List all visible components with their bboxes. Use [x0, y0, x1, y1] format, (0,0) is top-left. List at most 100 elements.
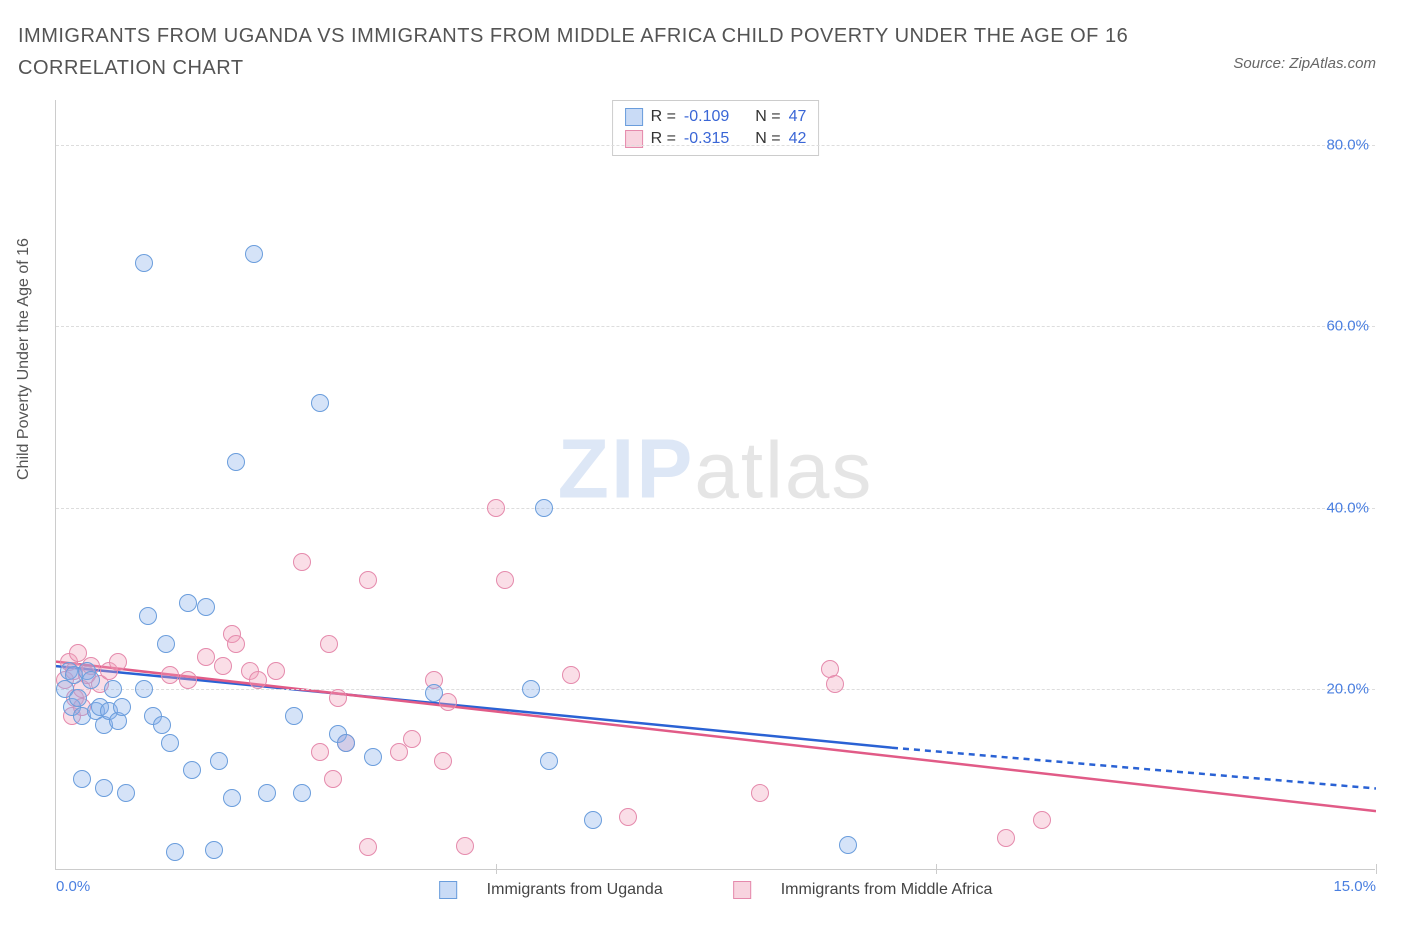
- data-point: [535, 499, 553, 517]
- data-point: [205, 841, 223, 859]
- y-tick-label: 40.0%: [1326, 499, 1369, 516]
- data-point: [359, 838, 377, 856]
- data-point: [324, 770, 342, 788]
- data-point: [390, 743, 408, 761]
- x-tick-mark: [1376, 864, 1377, 874]
- data-point: [95, 779, 113, 797]
- data-point: [179, 671, 197, 689]
- data-point: [210, 752, 228, 770]
- data-point: [179, 594, 197, 612]
- data-point: [403, 730, 421, 748]
- data-point: [135, 254, 153, 272]
- y-tick-label: 80.0%: [1326, 137, 1369, 154]
- n-label: N =: [755, 128, 780, 150]
- data-point: [364, 748, 382, 766]
- data-point: [135, 680, 153, 698]
- data-point: [359, 571, 377, 589]
- n-label: N =: [755, 106, 780, 128]
- data-point: [1033, 811, 1051, 829]
- data-point: [522, 680, 540, 698]
- data-point: [329, 689, 347, 707]
- data-point: [197, 648, 215, 666]
- series-legend: Immigrants from Uganda Immigrants from M…: [439, 881, 993, 899]
- x-tick-label: 15.0%: [1333, 878, 1376, 895]
- data-point: [293, 784, 311, 802]
- n-value-midafrica: 42: [789, 128, 807, 150]
- r-label: R =: [651, 106, 676, 128]
- data-point: [117, 784, 135, 802]
- data-point: [487, 499, 505, 517]
- data-point: [161, 666, 179, 684]
- chart-title: IMMIGRANTS FROM UGANDA VS IMMIGRANTS FRO…: [18, 20, 1138, 84]
- data-point: [997, 829, 1015, 847]
- stats-row-midafrica: R = -0.315 N = 42: [625, 128, 807, 150]
- data-point: [267, 662, 285, 680]
- r-value-midafrica: -0.315: [684, 128, 729, 150]
- data-point: [139, 607, 157, 625]
- watermark-light: atlas: [694, 426, 873, 515]
- y-axis-label: Child Poverty Under the Age of 16: [15, 238, 33, 480]
- data-point: [311, 394, 329, 412]
- data-point: [249, 671, 267, 689]
- gridline: [56, 145, 1375, 146]
- stats-row-uganda: R = -0.109 N = 47: [625, 106, 807, 128]
- data-point: [157, 635, 175, 653]
- data-point: [826, 675, 844, 693]
- data-point: [69, 689, 87, 707]
- data-point: [166, 843, 184, 861]
- watermark-bold: ZIP: [558, 422, 695, 516]
- data-point: [223, 789, 241, 807]
- source-attribution: Source: ZipAtlas.com: [1233, 55, 1376, 72]
- series-b-label: Immigrants from Middle Africa: [781, 881, 993, 899]
- r-value-uganda: -0.109: [684, 106, 729, 128]
- data-point: [109, 653, 127, 671]
- swatch-midafrica: [733, 881, 751, 899]
- swatch-uganda: [625, 108, 643, 126]
- x-tick-label: 0.0%: [56, 878, 90, 895]
- data-point: [751, 784, 769, 802]
- r-label: R =: [651, 128, 676, 150]
- data-point: [113, 698, 131, 716]
- trend-lines: [56, 100, 1376, 870]
- data-point: [73, 770, 91, 788]
- data-point: [337, 734, 355, 752]
- data-point: [293, 553, 311, 571]
- data-point: [562, 666, 580, 684]
- data-point: [285, 707, 303, 725]
- data-point: [839, 836, 857, 854]
- data-point: [153, 716, 171, 734]
- swatch-uganda: [439, 881, 457, 899]
- data-point: [227, 635, 245, 653]
- source-label: Source:: [1233, 55, 1285, 72]
- series-a-label: Immigrants from Uganda: [487, 881, 663, 899]
- gridline: [56, 508, 1375, 509]
- data-point: [227, 453, 245, 471]
- data-point: [425, 684, 443, 702]
- data-point: [434, 752, 452, 770]
- data-point: [161, 734, 179, 752]
- scatter-plot-area: ZIPatlas R = -0.109 N = 47 R = -0.315 N …: [55, 100, 1375, 870]
- x-tick-mark: [936, 864, 937, 874]
- source-name: ZipAtlas.com: [1289, 55, 1376, 72]
- data-point: [540, 752, 558, 770]
- data-point: [320, 635, 338, 653]
- y-tick-label: 20.0%: [1326, 680, 1369, 697]
- data-point: [197, 598, 215, 616]
- y-tick-label: 60.0%: [1326, 318, 1369, 335]
- data-point: [82, 671, 100, 689]
- data-point: [104, 680, 122, 698]
- x-tick-mark: [496, 864, 497, 874]
- data-point: [183, 761, 201, 779]
- watermark: ZIPatlas: [558, 421, 874, 518]
- data-point: [619, 808, 637, 826]
- data-point: [456, 837, 474, 855]
- data-point: [496, 571, 514, 589]
- gridline: [56, 326, 1375, 327]
- data-point: [311, 743, 329, 761]
- n-value-uganda: 47: [789, 106, 807, 128]
- gridline: [56, 689, 1375, 690]
- stats-legend: R = -0.109 N = 47 R = -0.315 N = 42: [612, 100, 820, 156]
- data-point: [584, 811, 602, 829]
- data-point: [258, 784, 276, 802]
- data-point: [214, 657, 232, 675]
